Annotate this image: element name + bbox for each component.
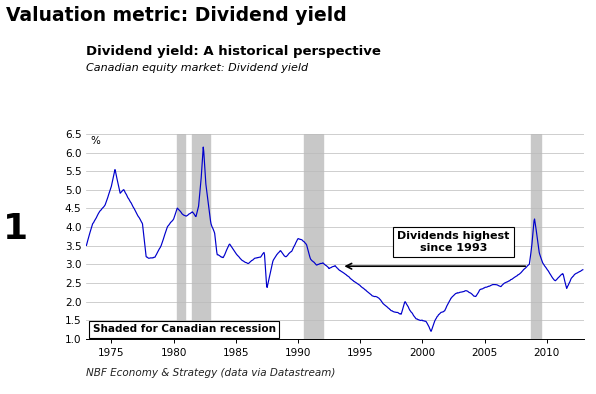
- Bar: [192, 134, 210, 339]
- Bar: [531, 134, 541, 339]
- Text: %: %: [90, 136, 100, 146]
- Text: Valuation metric: Dividend yield: Valuation metric: Dividend yield: [6, 6, 347, 25]
- Text: 1: 1: [3, 212, 28, 245]
- Text: Dividend yield: A historical perspective: Dividend yield: A historical perspective: [86, 45, 381, 58]
- Text: Dividends highest
since 1993: Dividends highest since 1993: [398, 231, 510, 253]
- Text: NBF Economy & Strategy (data via Datastream): NBF Economy & Strategy (data via Datastr…: [86, 368, 336, 378]
- Text: Shaded for Canadian recession: Shaded for Canadian recession: [92, 324, 275, 335]
- Bar: [176, 134, 185, 339]
- Text: Canadian equity market: Dividend yield: Canadian equity market: Dividend yield: [86, 63, 309, 73]
- Bar: [304, 134, 323, 339]
